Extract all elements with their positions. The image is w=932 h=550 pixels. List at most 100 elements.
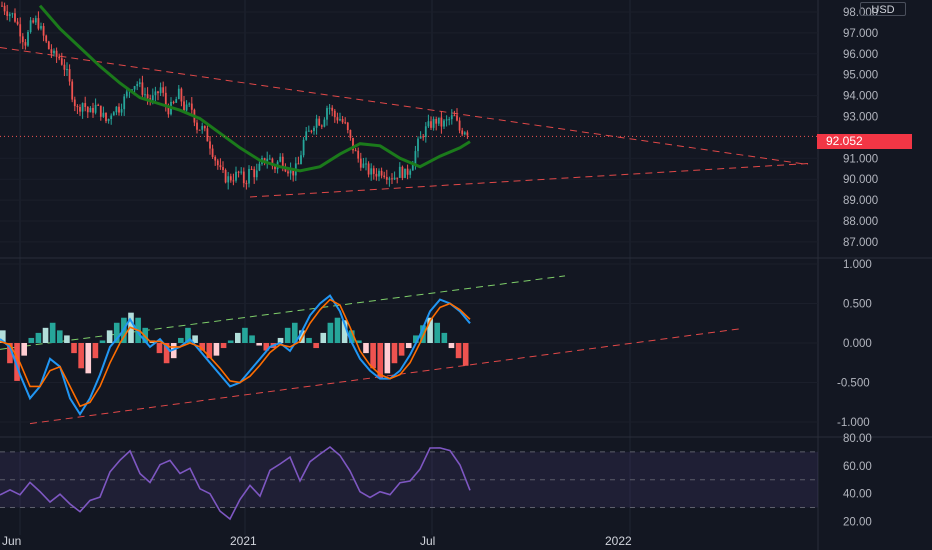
rsi-panel[interactable] [0, 445, 818, 521]
macd-histogram-bar [441, 332, 448, 343]
candle-body [266, 158, 269, 163]
candle-body [365, 163, 367, 165]
price-tick-label: 89.000 [843, 195, 878, 207]
candle-body [144, 94, 146, 96]
price-tick-label: 93.000 [843, 112, 878, 124]
candle-body [232, 180, 235, 182]
candle-body [190, 103, 193, 110]
candle-body [235, 171, 237, 181]
candle-body [120, 109, 123, 113]
candle-body [362, 163, 365, 168]
macd-tick-label: -0.500 [837, 378, 870, 390]
candle-body [271, 158, 274, 166]
candle-body [162, 87, 165, 93]
candle-body [367, 163, 370, 175]
candle-body [157, 91, 159, 94]
panel-dividers [0, 257, 932, 438]
candle-body [398, 166, 401, 178]
price-tick-label: 95.000 [843, 70, 878, 82]
candle-body [219, 165, 222, 168]
candle-body [185, 104, 188, 111]
candle-body [339, 119, 341, 121]
resistance-trendline [0, 47, 809, 166]
candle-body [29, 20, 32, 33]
macd-tick-label: 1.000 [843, 259, 872, 271]
candle-body [141, 82, 144, 95]
candle-body [458, 120, 461, 131]
candle-body [318, 118, 321, 126]
macd-histogram-bar [249, 335, 255, 343]
candle-body [422, 136, 425, 138]
candle-body [164, 92, 167, 107]
macd-histogram-bar [306, 337, 312, 343]
macd-histogram-bar [427, 317, 433, 343]
candle-body [27, 32, 29, 46]
currency-badge[interactable]: USD [860, 2, 906, 16]
candle-body [461, 130, 464, 135]
candle-body [427, 121, 430, 127]
macd-histogram-bar [199, 343, 206, 351]
rsi-tick-label: 80.00 [843, 433, 872, 445]
candle-body [66, 69, 68, 71]
macd-histogram-bar [28, 337, 35, 343]
candle-body [279, 156, 282, 162]
macd-histogram-bar [178, 337, 184, 343]
candle-body [466, 132, 469, 136]
candle-body [94, 104, 97, 113]
candle-body [359, 158, 362, 168]
macd-histogram-bar [235, 332, 241, 343]
macd-histogram-bar [42, 327, 49, 343]
macd-histogram-bar [277, 337, 284, 343]
candle-body [73, 99, 76, 107]
candle-body [11, 13, 14, 15]
candle-body [3, 5, 6, 12]
macd-histogram-bar [185, 327, 191, 343]
candle-body [107, 119, 110, 122]
candle-body [453, 115, 456, 117]
candle-body [203, 126, 206, 129]
candle-body [404, 168, 406, 178]
time-tick-label: Jul [420, 534, 435, 548]
candle-body [346, 122, 349, 131]
macd-histogram-bar [0, 330, 6, 343]
candle-body [53, 50, 55, 54]
candle-body [344, 122, 347, 124]
candle-body [110, 115, 113, 120]
candle-body [432, 118, 435, 128]
last-price-tag: 92.052 [817, 134, 912, 149]
candle-body [149, 98, 152, 101]
candle-body [167, 106, 170, 115]
price-tick-label: 90.000 [843, 174, 878, 186]
macd-histogram-bar [284, 327, 291, 343]
candle-body [320, 125, 323, 127]
candle-body [60, 58, 63, 65]
candle-body [450, 115, 453, 120]
candle-body [16, 21, 19, 25]
macd-panel[interactable] [0, 294, 471, 416]
candle-body [396, 177, 399, 179]
candle-body [305, 131, 308, 140]
candle-body [250, 168, 253, 170]
price-panel[interactable] [0, 1, 818, 190]
candle-body [211, 148, 214, 157]
trendlines[interactable] [0, 47, 809, 425]
candle-body [307, 130, 310, 132]
candle-body [112, 112, 115, 116]
candle-body [414, 151, 417, 165]
macd-histogram-bar [334, 317, 341, 343]
candle-body [354, 150, 357, 152]
candle-body [47, 41, 50, 50]
rsi-line [0, 445, 471, 521]
macd-tick-label: 0.000 [843, 338, 872, 350]
rsi-tick-label: 40.00 [843, 489, 872, 501]
candle-body [99, 105, 102, 117]
macd-histogram-bar [163, 343, 170, 364]
candle-body [417, 138, 419, 152]
candle-body [456, 115, 458, 121]
candle-body [92, 107, 94, 113]
candle-body [222, 167, 224, 170]
candle-body [463, 132, 466, 135]
candle-body [357, 150, 360, 159]
candle-body [292, 169, 295, 176]
